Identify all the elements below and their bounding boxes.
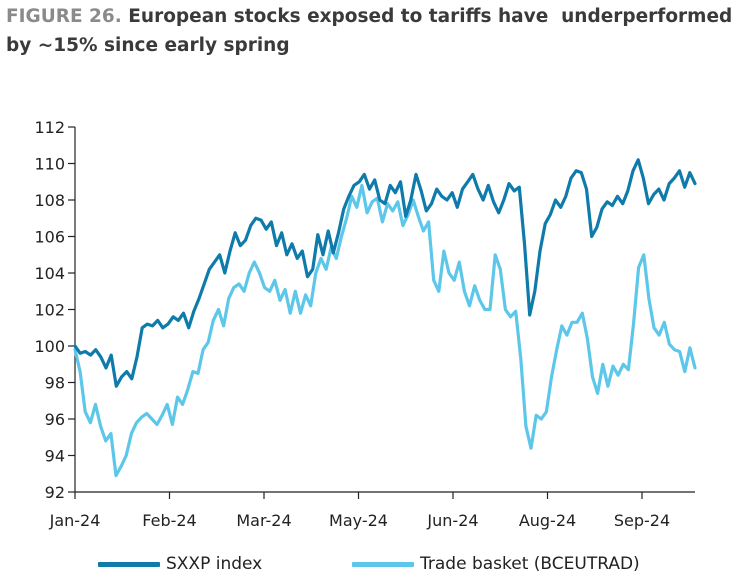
figure-title-text: European stocks exposed to tariffs have … [6, 6, 739, 56]
chart-title: FIGURE 26. European stocks exposed to ta… [6, 2, 746, 60]
legend-label-trade-basket: Trade basket (BCEUTRAD) [420, 554, 640, 574]
y-tick-label: 92 [45, 483, 65, 502]
legend-item-sxxp: SXXP index [98, 549, 262, 579]
legend-item-trade-basket: Trade basket (BCEUTRAD) [352, 549, 640, 579]
x-tick-label: Sep-24 [614, 511, 670, 530]
series-line-trade-basket [73, 183, 697, 478]
legend-swatch-sxxp [98, 561, 160, 567]
y-tick-label: 104 [34, 264, 65, 283]
legend-swatch-trade-basket [352, 561, 414, 567]
y-tick-label: 112 [34, 118, 65, 137]
x-tick-label: May-24 [329, 511, 388, 530]
y-tick-label: 102 [34, 301, 65, 320]
x-tick-label: Mar-24 [236, 511, 291, 530]
x-tick-label: Jan-24 [49, 511, 101, 530]
y-tick-label: 108 [34, 191, 65, 210]
x-tick-label: Aug-24 [519, 511, 576, 530]
y-tick-label: 110 [34, 155, 65, 174]
series-line-sxxp [73, 158, 697, 388]
y-tick-label: 106 [34, 228, 65, 247]
x-tick-label: Feb-24 [142, 511, 196, 530]
legend-label-sxxp: SXXP index [166, 554, 263, 574]
chart-legend: SXXP index Trade basket (BCEUTRAD) [0, 549, 750, 579]
figure-number: FIGURE 26. [6, 6, 122, 27]
chart-axes: 92 94 96 98 100 102 104 106 108 110 112 Jan-24 Feb-2… [34, 118, 695, 530]
x-tick-label: Jun-24 [426, 511, 478, 530]
y-tick-label: 100 [34, 337, 65, 356]
y-tick-label: 94 [45, 447, 65, 466]
chart-series [73, 158, 697, 478]
y-tick-label: 96 [45, 410, 65, 429]
y-tick-label: 98 [45, 374, 65, 393]
